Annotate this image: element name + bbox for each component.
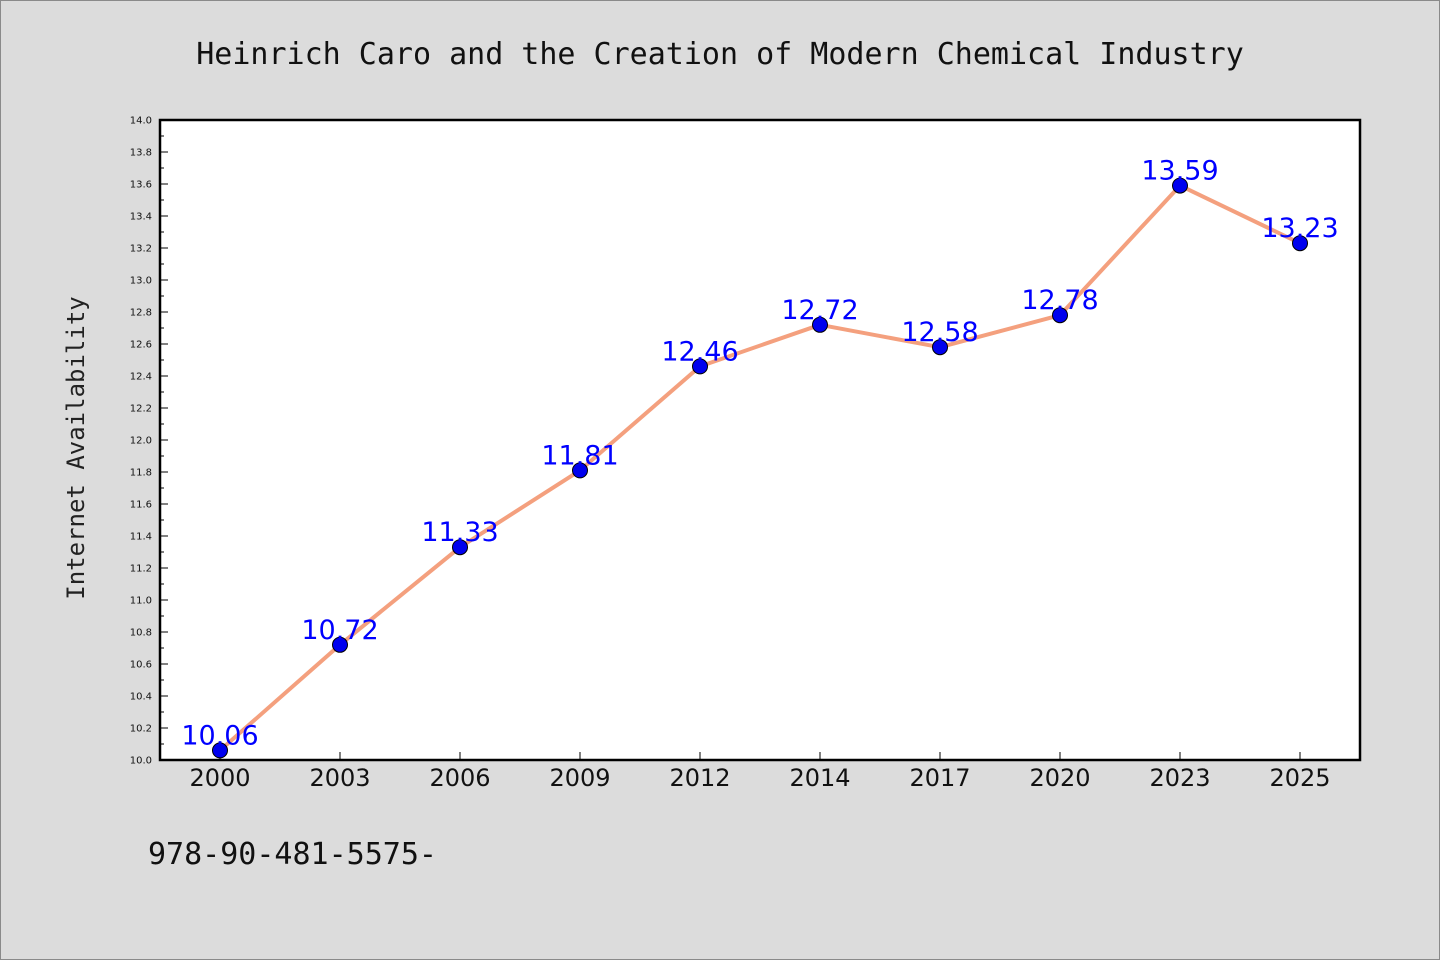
data-point <box>1292 235 1308 252</box>
y-tick-label: 12.8 <box>130 308 152 319</box>
y-axis-label: Internet Availability <box>62 296 90 599</box>
isbn-text: 978-90-481-5575- <box>148 837 437 872</box>
data-point <box>1172 177 1188 194</box>
y-tick-label: 13.4 <box>130 212 152 223</box>
x-tick-label: 2009 <box>549 764 610 792</box>
data-label: 11.81 <box>541 440 618 471</box>
y-tick-label: 13.8 <box>130 148 152 159</box>
y-axis: 10.0 10.2 10.4 10.6 10.8 11.0 11.2 11.4 11.6 11.8… <box>130 116 168 767</box>
data-point <box>692 358 708 375</box>
x-tick-label: 2020 <box>1029 764 1090 792</box>
data-label: 12.72 <box>781 295 858 326</box>
y-tick-label: 12.2 <box>130 404 152 415</box>
x-tick-label: 2012 <box>669 764 730 792</box>
chart-title: Heinrich Caro and the Creation of Modern… <box>196 37 1244 72</box>
x-tick-label: 2025 <box>1269 764 1330 792</box>
x-tick-label: 2017 <box>909 764 970 792</box>
data-label: 13.59 <box>1141 156 1218 187</box>
x-tick-label: 2014 <box>789 764 850 792</box>
x-tick-label: 2000 <box>189 764 250 792</box>
data-label: 12.58 <box>901 317 978 348</box>
x-axis: 2000 2003 2006 2009 2012 2014 2017 2020 2023 2025 <box>189 752 1331 792</box>
y-tick-label: 10.6 <box>130 660 152 671</box>
y-tick-label: 11.8 <box>130 468 152 479</box>
data-point <box>572 462 588 479</box>
data-label: 11.33 <box>421 517 498 548</box>
y-tick-label: 13.0 <box>130 276 152 287</box>
data-label-layer: 10.06 10.72 11.33 11.81 12.46 12.72 12.58 12.78… <box>181 156 1338 752</box>
y-tick-label: 12.0 <box>130 436 152 447</box>
y-tick-label: 11.2 <box>130 564 152 575</box>
y-tick-label: 13.2 <box>130 244 152 255</box>
y-tick-label: 12.4 <box>130 372 152 383</box>
y-tick-label: 13.6 <box>130 180 152 191</box>
data-point <box>452 539 468 556</box>
x-tick-label: 2023 <box>1149 764 1210 792</box>
x-tick-label: 2003 <box>309 764 370 792</box>
plot-area <box>158 118 1362 762</box>
marker-layer <box>212 177 1308 759</box>
data-label: 12.46 <box>661 336 738 367</box>
y-tick-label: 12.6 <box>130 340 152 351</box>
data-point <box>212 742 228 759</box>
y-tick-label: 11.4 <box>130 532 152 543</box>
data-label: 10.06 <box>181 720 258 751</box>
data-point <box>1052 307 1068 324</box>
data-label: 12.78 <box>1021 285 1098 316</box>
data-point <box>932 339 948 356</box>
y-tick-label: 10.0 <box>130 756 152 767</box>
data-point <box>812 316 828 333</box>
series-line <box>218 183 1302 753</box>
data-label: 10.72 <box>301 615 378 646</box>
x-tick-label: 2006 <box>429 764 490 792</box>
y-tick-label: 11.6 <box>130 500 152 511</box>
data-point <box>332 636 348 653</box>
y-tick-label: 11.0 <box>130 596 152 607</box>
y-tick-label: 10.4 <box>130 692 152 703</box>
series-layer <box>218 183 1302 753</box>
y-tick-label: 10.2 <box>130 724 152 735</box>
data-label: 13.23 <box>1261 213 1338 244</box>
y-tick-label: 14.0 <box>130 116 152 127</box>
y-tick-label: 10.8 <box>130 628 152 639</box>
